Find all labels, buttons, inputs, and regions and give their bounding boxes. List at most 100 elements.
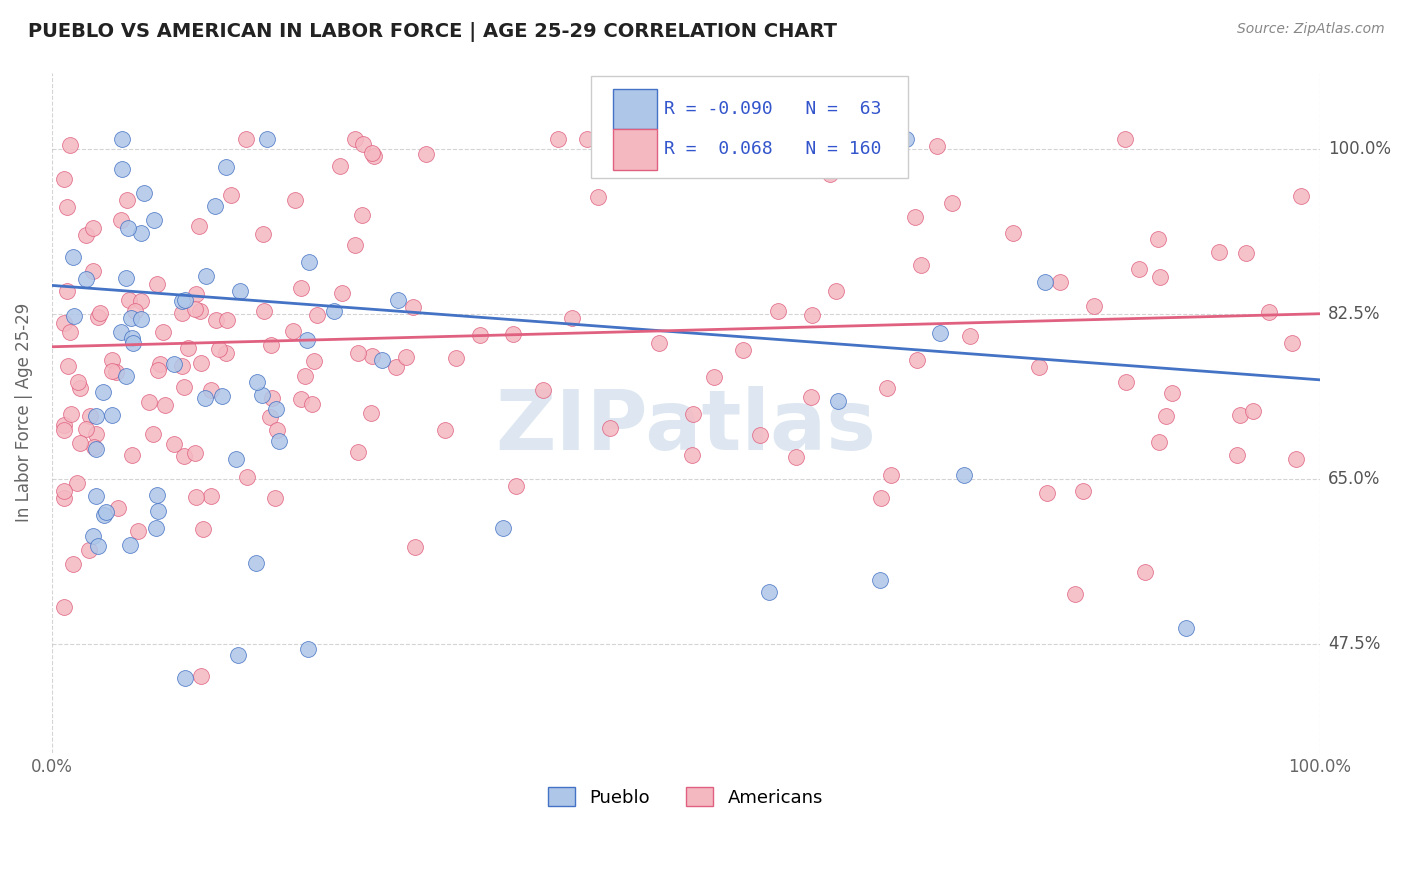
Point [120, 538, 142, 552]
Point [1281, 335, 1303, 350]
Text: 65.0%: 65.0% [1329, 470, 1381, 488]
Point [384, 360, 406, 375]
Point [110, 213, 132, 227]
Point [211, 389, 233, 403]
Point [305, 308, 328, 322]
Point [146, 277, 169, 291]
Point [111, 162, 134, 177]
Point [187, 219, 209, 233]
Point [115, 369, 138, 384]
Point [215, 160, 238, 174]
Point [346, 445, 368, 459]
Point [53, 316, 76, 330]
Point [121, 331, 143, 345]
Point [129, 312, 152, 326]
Point [281, 324, 304, 338]
Point [882, 132, 904, 146]
Point [959, 329, 981, 343]
Point [800, 391, 823, 405]
Point [75, 422, 97, 436]
Point [84, 442, 107, 457]
Point [294, 368, 316, 383]
Point [58, 359, 80, 373]
Point [330, 286, 353, 301]
Point [208, 342, 231, 356]
FancyBboxPatch shape [613, 88, 657, 128]
FancyBboxPatch shape [613, 129, 657, 169]
Point [547, 132, 569, 146]
Point [245, 557, 267, 571]
Point [173, 380, 195, 394]
Point [60, 408, 83, 422]
Point [599, 420, 621, 434]
Point [434, 423, 457, 437]
Point [575, 132, 598, 146]
Point [492, 521, 515, 535]
Point [56, 284, 79, 298]
Point [1160, 385, 1182, 400]
Point [184, 491, 207, 505]
Point [183, 445, 205, 459]
Point [682, 448, 704, 462]
Point [89, 306, 111, 320]
Point [953, 467, 976, 482]
Point [415, 147, 437, 161]
Point [1071, 484, 1094, 499]
Point [1064, 587, 1087, 601]
Point [56, 200, 79, 214]
Point [1226, 449, 1249, 463]
Point [200, 383, 222, 397]
Point [1149, 269, 1171, 284]
Point [62, 250, 84, 264]
Point [256, 132, 278, 146]
Point [1241, 403, 1264, 417]
Point [83, 440, 105, 454]
Point [75, 272, 97, 286]
Point [235, 132, 257, 146]
Point [1175, 621, 1198, 635]
Point [502, 326, 524, 341]
Point [229, 284, 252, 298]
Point [905, 353, 928, 368]
Text: 47.5%: 47.5% [1329, 635, 1381, 653]
Point [1033, 275, 1056, 289]
Point [402, 300, 425, 314]
Point [138, 395, 160, 409]
Point [894, 132, 917, 146]
Point [910, 258, 932, 272]
Point [84, 427, 107, 442]
Point [290, 281, 312, 295]
Point [101, 353, 124, 368]
Point [190, 356, 212, 370]
Point [93, 508, 115, 522]
Point [146, 503, 169, 517]
Point [1128, 261, 1150, 276]
Point [172, 359, 194, 373]
Point [53, 171, 76, 186]
Point [100, 364, 122, 378]
Point [193, 391, 215, 405]
Point [259, 338, 281, 352]
Point [82, 220, 104, 235]
Point [141, 427, 163, 442]
Point [825, 285, 848, 299]
Point [170, 306, 193, 320]
Point [84, 409, 107, 423]
Point [129, 226, 152, 240]
Point [75, 227, 97, 242]
Point [110, 325, 132, 339]
Point [107, 500, 129, 515]
Point [145, 521, 167, 535]
Point [84, 489, 107, 503]
Point [664, 145, 686, 160]
Point [682, 407, 704, 421]
Point [62, 557, 84, 571]
Point [82, 264, 104, 278]
Point [352, 137, 374, 152]
Point [69, 435, 91, 450]
Point [363, 149, 385, 163]
Point [290, 392, 312, 407]
Point [647, 335, 669, 350]
Point [329, 159, 352, 173]
Point [77, 543, 100, 558]
